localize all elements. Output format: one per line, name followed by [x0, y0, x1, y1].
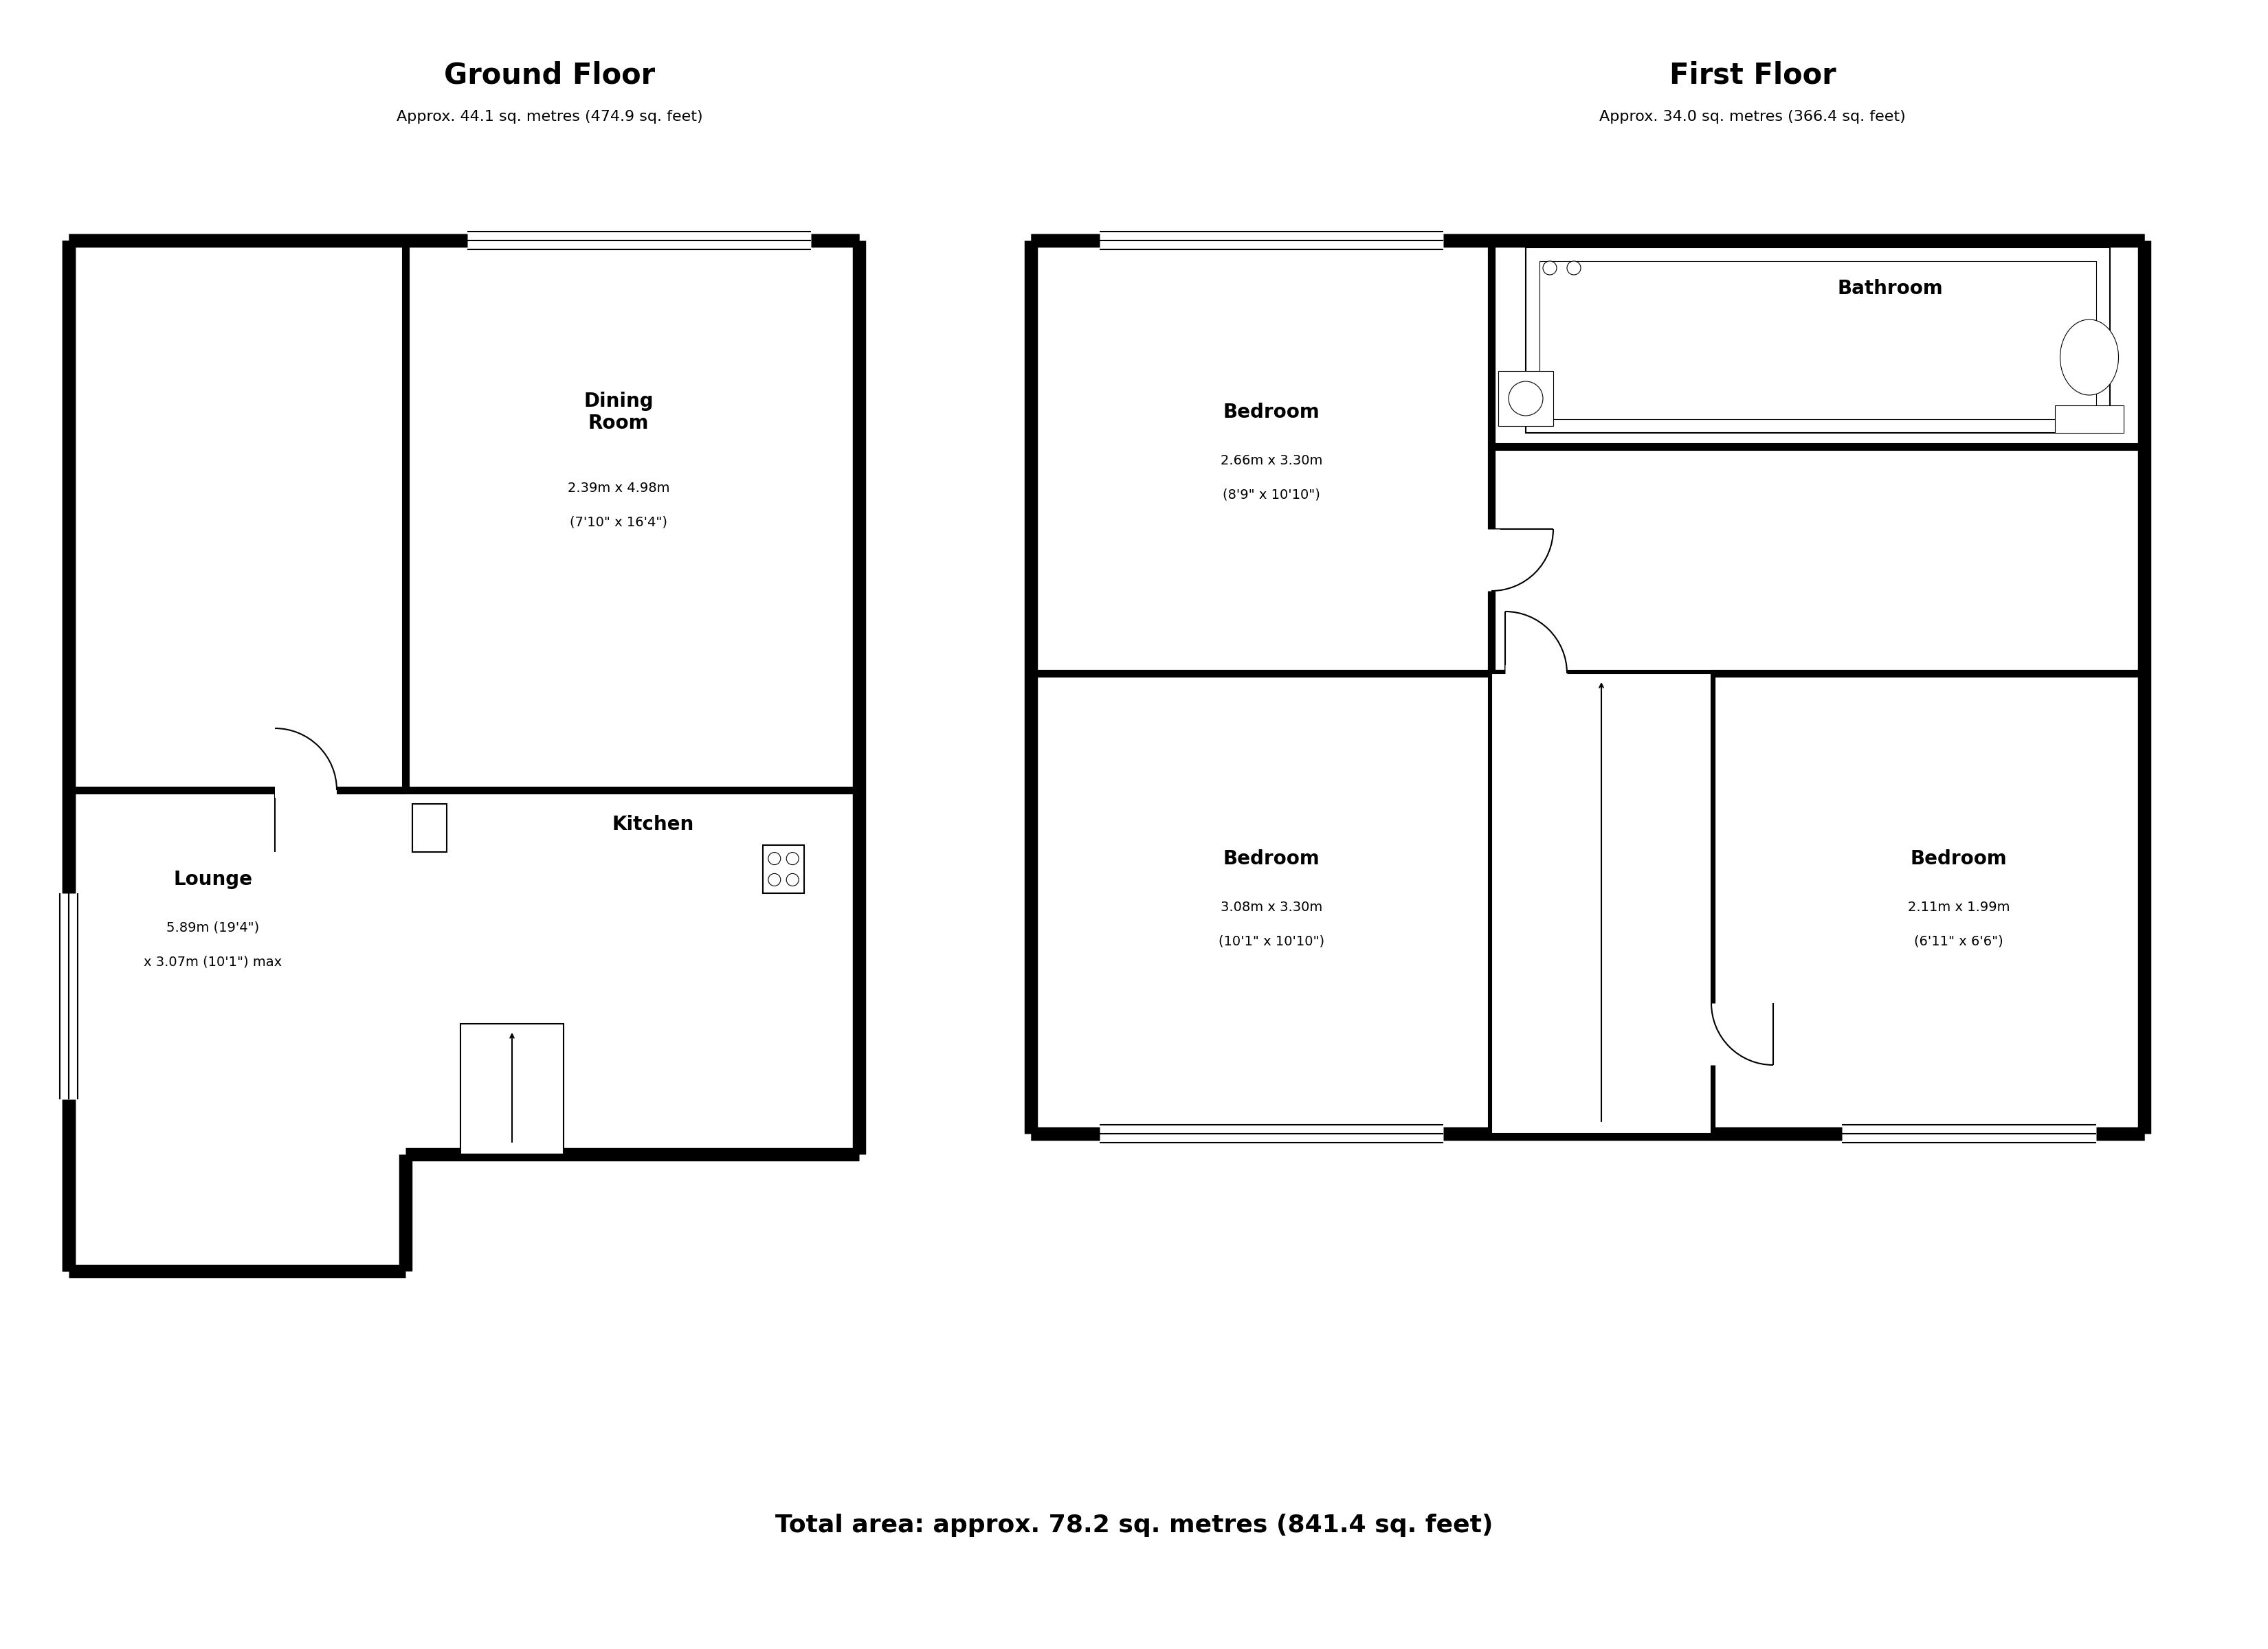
Text: Approx. 44.1 sq. metres (474.9 sq. feet): Approx. 44.1 sq. metres (474.9 sq. feet): [397, 110, 703, 124]
Circle shape: [1567, 261, 1581, 275]
Text: 2.11m x 1.99m: 2.11m x 1.99m: [1907, 900, 2009, 914]
Text: Bedroom: Bedroom: [1222, 849, 1320, 869]
Bar: [1540, 261, 2096, 419]
Bar: [2055, 406, 2123, 432]
Text: Total area: approx. 78.2 sq. metres (841.4 sq. feet): Total area: approx. 78.2 sq. metres (841…: [776, 1514, 1492, 1537]
Text: 5.89m (19'4"): 5.89m (19'4"): [166, 922, 259, 933]
Text: Dining
Room: Dining Room: [583, 391, 653, 434]
Text: (8'9" x 10'10"): (8'9" x 10'10"): [1222, 488, 1320, 501]
Circle shape: [787, 874, 798, 886]
Bar: [1499, 371, 1554, 425]
Text: 2.39m x 4.98m: 2.39m x 4.98m: [567, 482, 669, 495]
Text: First Floor: First Floor: [1669, 61, 1835, 91]
Bar: [413, 803, 447, 853]
Text: x 3.07m (10'1") max: x 3.07m (10'1") max: [143, 955, 281, 968]
Text: Bedroom: Bedroom: [1910, 849, 2007, 869]
Text: Bedroom: Bedroom: [1222, 402, 1320, 422]
Text: (7'10" x 16'4"): (7'10" x 16'4"): [569, 516, 667, 529]
Bar: [1492, 673, 1712, 1135]
Bar: [762, 844, 805, 894]
Ellipse shape: [1508, 381, 1542, 416]
Bar: [460, 1024, 562, 1154]
Text: Approx. 34.0 sq. metres (366.4 sq. feet): Approx. 34.0 sq. metres (366.4 sq. feet): [1599, 110, 1905, 124]
Text: 2.66m x 3.30m: 2.66m x 3.30m: [1220, 453, 1322, 467]
Ellipse shape: [2059, 320, 2118, 396]
Text: Bathroom: Bathroom: [1837, 279, 1944, 298]
Circle shape: [1542, 261, 1556, 275]
Circle shape: [787, 853, 798, 864]
Text: (6'11" x 6'6"): (6'11" x 6'6"): [1914, 935, 2003, 948]
Text: Kitchen: Kitchen: [612, 815, 694, 834]
Circle shape: [769, 853, 780, 864]
Bar: [1526, 247, 2109, 432]
Text: Ground Floor: Ground Floor: [445, 61, 655, 91]
Circle shape: [769, 874, 780, 886]
Text: (10'1" x 10'10"): (10'1" x 10'10"): [1218, 935, 1325, 948]
Text: 3.08m x 3.30m: 3.08m x 3.30m: [1220, 900, 1322, 914]
Text: Lounge: Lounge: [175, 871, 252, 889]
